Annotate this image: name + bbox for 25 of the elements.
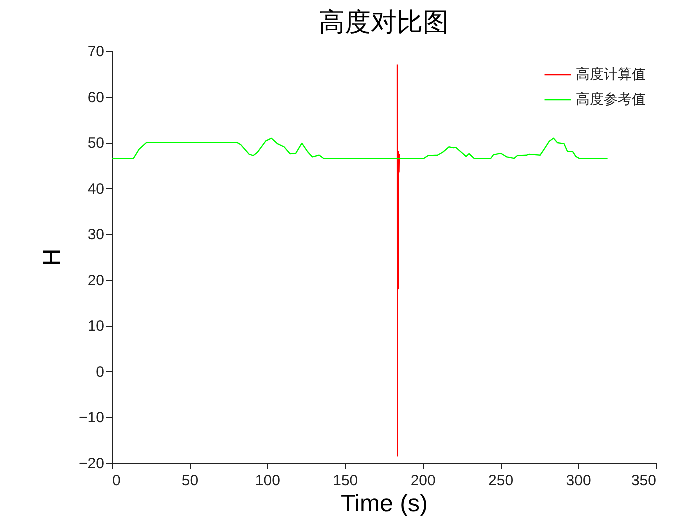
x-tick-label: 200 <box>410 472 436 490</box>
x-tick-label: 250 <box>488 472 514 490</box>
y-tick-label: 0 <box>96 364 104 381</box>
x-tick-label: 100 <box>255 472 280 490</box>
x-tick-label: 350 <box>631 472 656 490</box>
y-tick-label: 20 <box>88 272 104 290</box>
y-tick-label: 70 <box>88 44 104 60</box>
y-tick-label: −20 <box>79 456 104 472</box>
legend-label: 高度计算值 <box>576 67 646 83</box>
x-axis-title: Time (s) <box>340 490 428 518</box>
legend-label: 高度参考值 <box>576 92 646 108</box>
y-tick-label: 10 <box>88 318 104 336</box>
line-series <box>111 138 608 160</box>
y-tick-label: 60 <box>88 89 104 106</box>
y-tick-label: 30 <box>88 226 104 244</box>
chart-title: 高度对比图 <box>319 8 449 38</box>
y-tick-label: −10 <box>79 410 104 427</box>
y-tick-label: 40 <box>88 180 104 198</box>
x-tick-label: 150 <box>333 472 358 490</box>
y-tick-label: 50 <box>88 135 104 152</box>
line-series <box>396 64 400 457</box>
y-axis-title: H <box>39 248 66 266</box>
x-tick-label: 0 <box>112 472 121 490</box>
x-tick-label: 300 <box>566 472 592 490</box>
x-tick-label: 50 <box>182 472 199 490</box>
